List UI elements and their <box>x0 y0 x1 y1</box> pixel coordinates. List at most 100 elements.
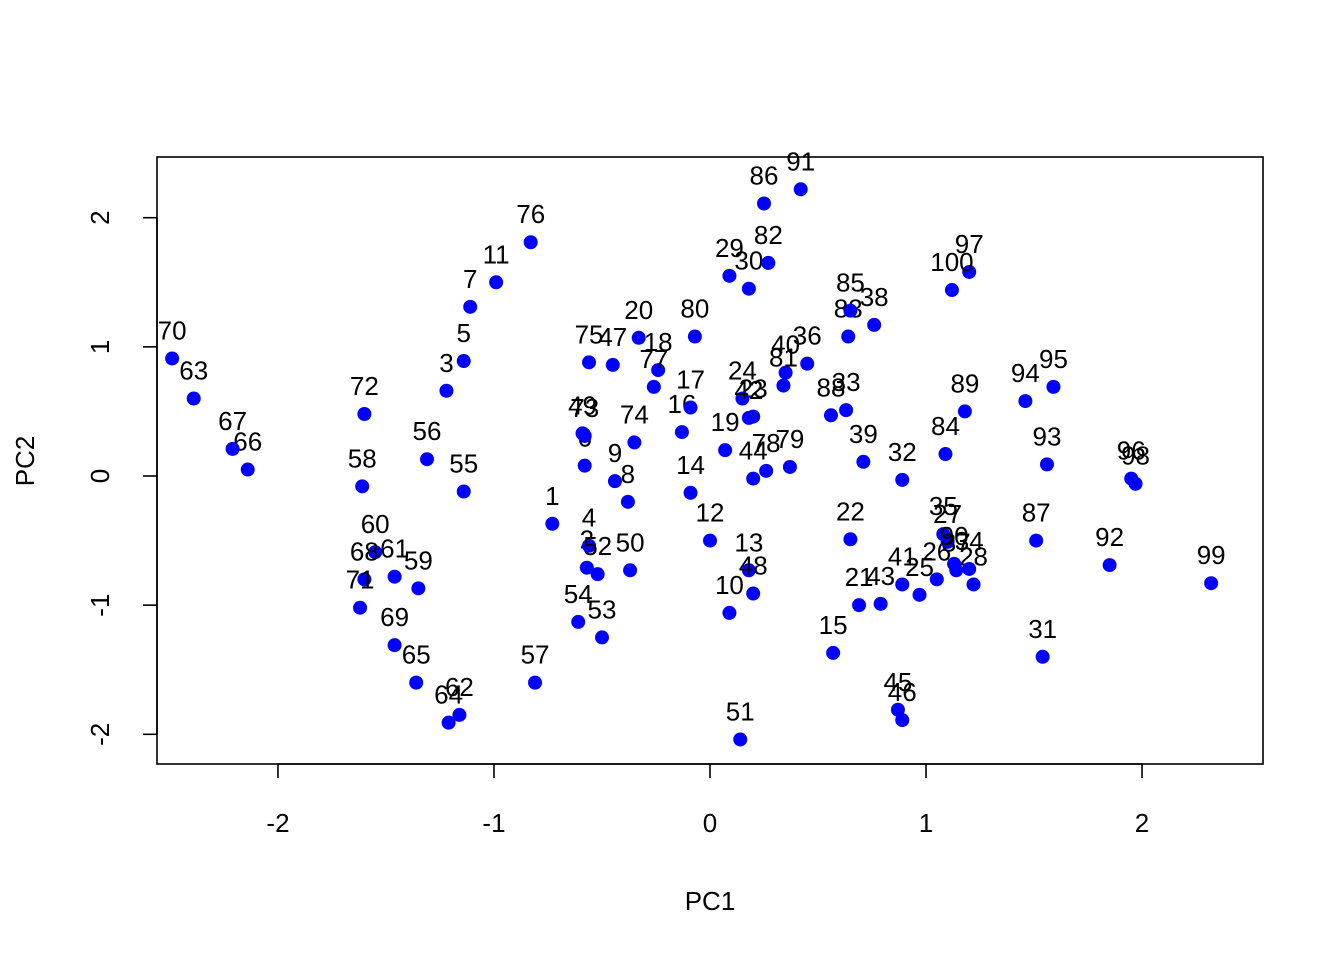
x-tick-label: -1 <box>482 808 505 838</box>
point-label: 67 <box>218 406 247 436</box>
data-point <box>387 638 402 653</box>
data-point <box>1018 394 1033 409</box>
point-label: 32 <box>888 437 917 467</box>
data-point <box>938 447 953 462</box>
data-point <box>722 268 737 283</box>
x-tick-label: 1 <box>919 808 933 838</box>
point-label: 9 <box>608 438 622 468</box>
point-label: 25 <box>905 552 934 582</box>
point-label: 17 <box>676 365 705 395</box>
point-label: 39 <box>849 419 878 449</box>
point-label: 50 <box>616 527 645 557</box>
point-label: 49 <box>568 390 597 420</box>
data-point <box>843 303 858 318</box>
data-point <box>463 299 478 314</box>
point-label: 59 <box>404 545 433 575</box>
data-point <box>856 454 871 469</box>
y-tick-label: 2 <box>85 210 115 224</box>
data-point <box>687 329 702 344</box>
data-point <box>839 403 854 418</box>
data-point <box>761 255 776 270</box>
data-point <box>571 614 586 629</box>
x-axis: -2 -1 0 1 2 <box>266 763 1149 838</box>
data-point <box>683 485 698 500</box>
point-label: 30 <box>734 246 763 276</box>
point-label: 38 <box>860 282 889 312</box>
data-point <box>895 713 910 728</box>
point-label: 92 <box>1095 522 1124 552</box>
y-axis: -2 -1 0 1 2 <box>85 210 158 746</box>
point-label: 55 <box>449 448 478 478</box>
data-point <box>353 600 368 615</box>
data-point <box>646 379 661 394</box>
point-label: 76 <box>516 199 545 229</box>
x-tick-label: 2 <box>1135 808 1149 838</box>
data-point <box>841 329 856 344</box>
point-label: 93 <box>1033 421 1062 451</box>
point-label: 42 <box>734 375 763 405</box>
point-label: 80 <box>680 294 709 324</box>
data-point <box>523 235 538 250</box>
point-label: 99 <box>1197 540 1226 570</box>
point-label: 95 <box>1039 344 1068 374</box>
data-point <box>439 383 454 398</box>
point-label: 53 <box>588 594 617 624</box>
data-point <box>957 404 972 419</box>
data-point <box>733 732 748 747</box>
point-label: 64 <box>434 680 463 710</box>
data-point <box>623 563 638 578</box>
point-label: 44 <box>739 436 768 466</box>
point-label: 48 <box>739 551 768 581</box>
point-label: 75 <box>575 319 604 349</box>
data-point <box>683 400 698 415</box>
point-label: 29 <box>715 233 744 263</box>
data-point <box>456 354 471 369</box>
point-label: 71 <box>346 565 375 595</box>
data-point <box>577 428 592 443</box>
point-label: 87 <box>1022 498 1051 528</box>
data-point <box>594 630 609 645</box>
data-point <box>620 494 635 509</box>
point-label: 96 <box>1117 436 1146 466</box>
point-label: 77 <box>639 344 668 374</box>
point-label: 37 <box>942 527 971 557</box>
point-label: 12 <box>696 498 725 528</box>
data-point <box>357 407 372 422</box>
point-label: 98 <box>1121 441 1150 471</box>
point-label: 69 <box>380 602 409 632</box>
data-point <box>759 463 774 478</box>
point-label: 68 <box>350 536 379 566</box>
point-label: 60 <box>361 509 390 539</box>
point-label: 41 <box>888 541 917 571</box>
point-label: 97 <box>955 229 984 259</box>
data-point <box>778 365 793 380</box>
data-point <box>605 357 620 372</box>
data-point <box>782 459 797 474</box>
data-point <box>703 533 717 548</box>
point-label: 10 <box>715 570 744 600</box>
data-point <box>420 452 435 467</box>
point-label: 35 <box>929 491 958 521</box>
data-point <box>528 675 543 690</box>
point-label: 94 <box>1011 358 1040 388</box>
point-label: 47 <box>598 322 627 352</box>
data-point <box>776 378 791 393</box>
data-point <box>582 355 597 370</box>
point-label: 90 <box>940 521 969 551</box>
data-point <box>1128 476 1143 491</box>
point-label: 22 <box>836 496 865 526</box>
point-label: 88 <box>817 372 846 402</box>
point-label: 14 <box>676 450 705 480</box>
point-label: 61 <box>380 534 409 564</box>
point-label: 19 <box>711 407 740 437</box>
data-point <box>962 561 977 576</box>
point-label: 1 <box>545 481 559 511</box>
data-point <box>936 527 951 542</box>
point-label: 74 <box>620 399 649 429</box>
y-axis-label: PC2 <box>10 436 40 487</box>
data-point <box>357 572 372 587</box>
point-label: 36 <box>793 321 822 351</box>
data-point <box>793 182 808 197</box>
